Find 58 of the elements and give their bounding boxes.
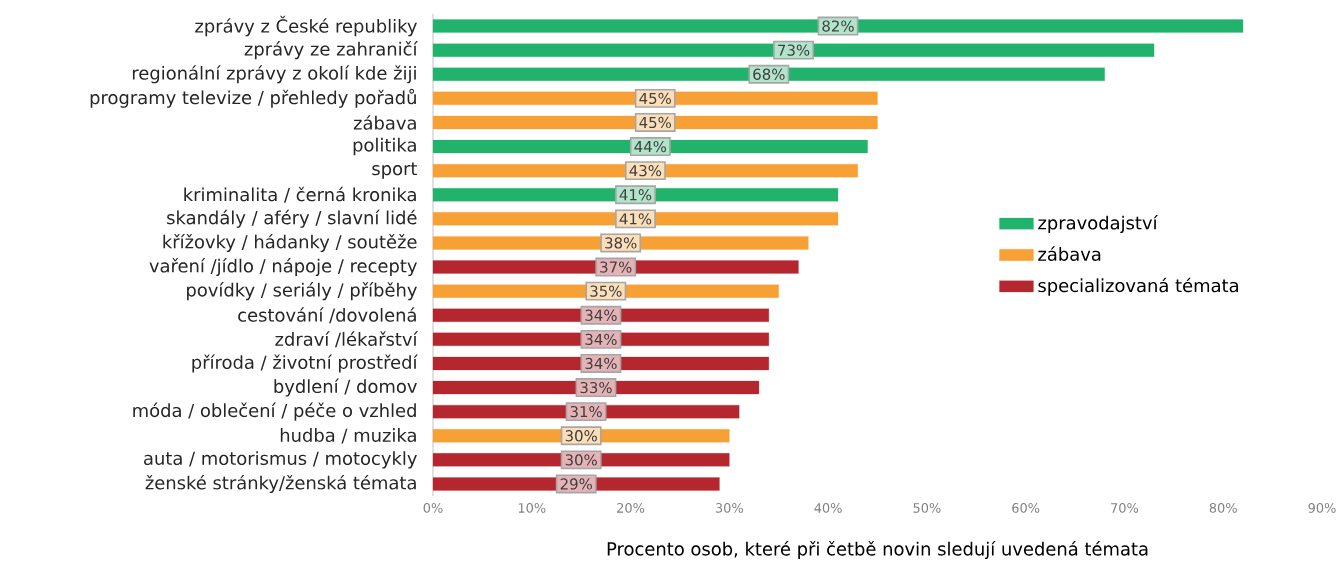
data-label: 45%: [639, 116, 672, 129]
data-label: 34%: [585, 357, 617, 370]
data-label: 38%: [605, 237, 637, 249]
y-tick-label: zdraví /lékařství: [275, 331, 418, 348]
y-tick-label: kriminalita / černá kronika: [184, 186, 416, 203]
y-tick-label: cestování /dovolená: [238, 307, 416, 324]
y-tick-label: bydlení / domov: [274, 378, 417, 397]
x-tick-label: 30%: [715, 503, 743, 513]
legend-label: zábava: [1038, 246, 1101, 261]
x-tick-label: 10%: [518, 503, 546, 513]
bar: [432, 380, 760, 395]
data-label: 73%: [778, 44, 810, 56]
data-label: 41%: [619, 213, 652, 225]
y-tick-label: křížovky / hádanky / soutěže: [163, 233, 417, 252]
y-tick-label: sport: [372, 162, 418, 179]
y-tick-label: regionální zprávy z okolí kde žiji: [132, 65, 416, 84]
bar: [432, 139, 868, 154]
x-axis-title: Procento osob, které při četbě novin sledují uvedená témata: [607, 541, 1148, 560]
legend-label: zpravodajství: [1038, 215, 1158, 234]
data-label: 29%: [560, 478, 592, 490]
bar: [432, 115, 878, 130]
y-tick-label: hudba / muzika: [280, 428, 416, 444]
y-tick-label: zprávy ze zahraničí: [244, 41, 418, 60]
y-tick-label: skandály / aféry / slavní lidé: [167, 209, 417, 228]
data-label: 33%: [580, 381, 612, 394]
data-label: 31%: [570, 405, 602, 418]
y-tick-label: politika: [353, 137, 416, 156]
x-tick-label: 50%: [913, 503, 941, 513]
data-label: 30%: [565, 430, 597, 442]
x-tick-label: 0%: [423, 503, 443, 513]
y-tick-label: zábava: [353, 115, 416, 130]
x-tick-label: 80%: [1209, 503, 1237, 513]
x-tick-label: 90%: [1308, 503, 1336, 513]
y-tick-label: příroda / životní prostředí: [192, 354, 418, 373]
data-label: 37%: [600, 261, 632, 273]
data-label: 68%: [753, 68, 785, 80]
data-label: 34%: [585, 333, 617, 346]
x-tick-label: 40%: [814, 503, 842, 513]
y-tick-label: ženské stránky/ženská témata: [145, 474, 416, 493]
data-label: 82%: [822, 20, 854, 32]
x-tick-label: 70%: [1111, 503, 1139, 513]
y-tick-label: programy televize / přehledy pořadů: [90, 88, 416, 108]
y-tick-label: zprávy z České republiky: [195, 15, 417, 37]
x-tick-label: 20%: [617, 503, 645, 513]
bar: [432, 356, 769, 371]
legend-label: specializovaná témata: [1038, 277, 1238, 296]
data-label: 35%: [590, 285, 622, 297]
y-tick-label: povídky / seriály / příběhy: [187, 282, 417, 301]
x-tick-label: 60%: [1012, 503, 1040, 513]
y-tick-label: móda / oblečení / péče o vzhled: [133, 402, 416, 421]
y-tick-label: auta / motorismus / motocykly: [144, 451, 417, 469]
data-label: 34%: [585, 309, 617, 321]
data-label: 45%: [639, 92, 672, 104]
data-label: 43%: [629, 164, 662, 177]
data-label: 44%: [634, 140, 667, 153]
y-tick-label: vaření /jídlo / nápoje / recepty: [149, 258, 417, 277]
data-label: 41%: [619, 189, 652, 201]
data-label: 30%: [565, 454, 597, 466]
